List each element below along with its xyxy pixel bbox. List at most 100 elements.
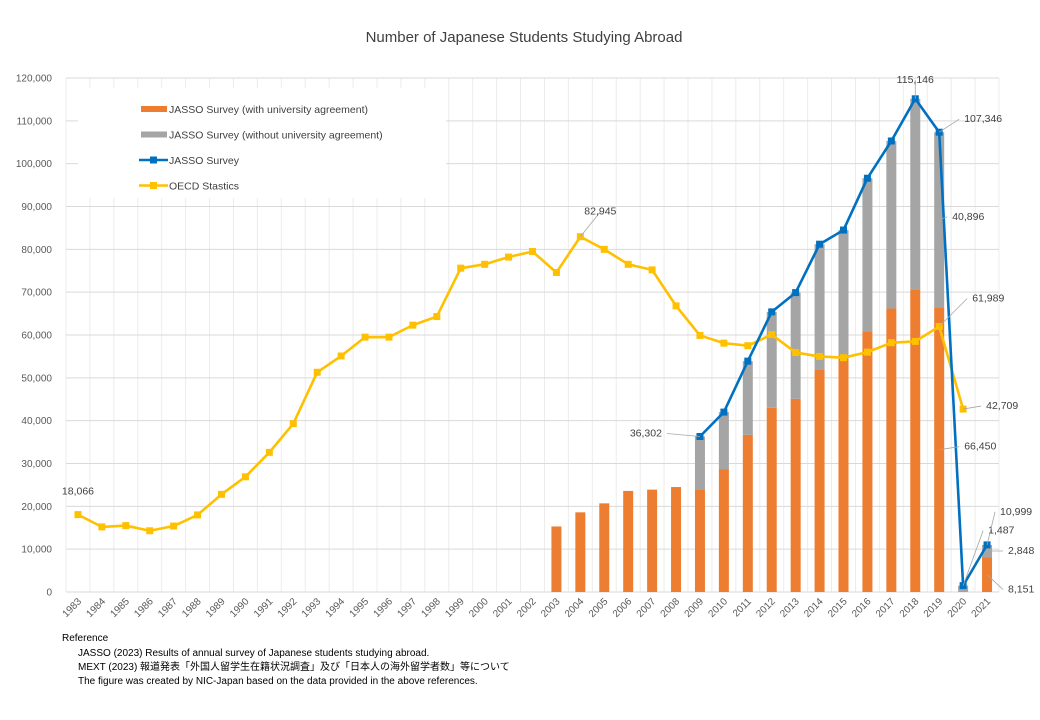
x-tick-label: 2011	[731, 596, 754, 619]
legend-swatch	[141, 106, 167, 112]
data-point-marker	[863, 174, 871, 182]
legend-marker	[150, 156, 157, 164]
data-point-marker	[696, 331, 704, 339]
bar-with-agreement	[694, 489, 705, 592]
data-point-marker	[887, 137, 895, 145]
bar-with-agreement	[910, 289, 921, 592]
leader-line	[938, 298, 968, 327]
data-point-marker	[241, 473, 249, 481]
data-label: 1,487	[988, 525, 1014, 537]
x-tick-label: 1992	[276, 596, 300, 620]
y-tick-label: 60,000	[21, 331, 52, 342]
x-tick-label: 2002	[515, 596, 539, 620]
data-point-marker	[218, 490, 225, 498]
legend: JASSO Survey (with university agreement)…	[78, 88, 446, 198]
data-label: 42,709	[986, 400, 1018, 412]
leader-line	[580, 211, 601, 237]
data-point-marker	[600, 245, 608, 253]
reference: Reference JASSO (2023) Results of annual…	[62, 633, 510, 687]
y-tick-label: 10,000	[21, 545, 52, 556]
bar-with-agreement	[886, 308, 897, 592]
x-tick-label: 1990	[228, 596, 252, 620]
x-tick-label: 1985	[108, 596, 132, 620]
x-tick-label: 2016	[850, 596, 874, 620]
legend-marker	[150, 182, 157, 189]
data-point-marker	[194, 511, 202, 519]
data-point-marker	[552, 268, 560, 276]
bar-with-agreement	[862, 331, 873, 592]
data-label: 18,066	[62, 486, 94, 498]
x-tick-label: 1983	[61, 596, 85, 620]
y-tick-label: 20,000	[21, 502, 52, 513]
y-tick-label: 40,000	[21, 416, 52, 427]
data-point-marker	[768, 331, 776, 339]
data-point-marker	[337, 352, 345, 360]
legend-swatch	[141, 131, 167, 138]
data-point-marker	[840, 354, 847, 362]
bar-with-agreement	[814, 369, 825, 592]
x-tick-label: 2010	[706, 596, 730, 620]
y-tick-label: 100,000	[16, 159, 53, 170]
x-tick-label: 2006	[611, 596, 635, 620]
data-label: 40,896	[952, 211, 984, 223]
data-labels: 18,066 82,945 36,302 115,146 107,346 40,896 61…	[62, 74, 1035, 596]
y-tick-label: 90,000	[21, 202, 52, 213]
x-tick-label: 2021	[970, 596, 994, 620]
x-tick-label: 2013	[778, 596, 802, 620]
x-tick-label: 1987	[156, 596, 180, 620]
data-point-marker	[816, 240, 824, 248]
data-point-marker	[863, 348, 871, 356]
data-point-marker	[505, 253, 513, 261]
data-point-marker	[768, 308, 776, 316]
data-label: 107,346	[964, 113, 1002, 125]
x-tick-label: 1989	[204, 596, 228, 620]
data-point-marker	[313, 368, 321, 376]
data-point-marker	[744, 357, 752, 365]
x-tick-label: 2000	[467, 596, 491, 620]
bar-with-agreement	[790, 398, 801, 592]
x-tick-label: 2009	[683, 596, 707, 620]
bar-with-agreement	[718, 469, 729, 592]
x-tick-label: 2014	[802, 596, 826, 620]
y-axis: 0 10,000 20,000 30,000 40,000 50,000 60,000 70,…	[16, 74, 53, 599]
data-point-marker	[457, 264, 465, 272]
leader-line	[986, 574, 1004, 590]
x-tick-label: 1986	[132, 596, 156, 620]
data-point-marker	[98, 523, 106, 531]
reference-line: The figure was created by NIC-Japan base…	[78, 676, 478, 687]
y-tick-label: 30,000	[21, 459, 52, 470]
data-label: 115,146	[897, 74, 934, 86]
x-tick-label: 2017	[874, 596, 898, 620]
reference-line: MEXT (2023) 報道発表「外国人留学生在籍状況調査」及び「日本人の海外留…	[78, 660, 510, 673]
leader-line	[666, 433, 700, 437]
data-point-marker	[361, 333, 369, 341]
bar-without-agreement	[718, 412, 729, 470]
data-point-marker	[289, 420, 297, 428]
x-tick-label: 1994	[324, 596, 348, 620]
data-label: 61,989	[972, 292, 1004, 304]
leader-line	[986, 511, 996, 545]
data-point-marker	[792, 289, 800, 297]
data-point-marker	[840, 226, 847, 234]
data-label: 8,151	[1008, 584, 1034, 596]
bar-with-agreement	[742, 434, 753, 592]
leader-line	[939, 216, 948, 221]
chart-title: Number of Japanese Students Studying Abr…	[366, 29, 683, 46]
y-tick-label: 110,000	[17, 116, 53, 127]
leader-line	[962, 530, 984, 586]
x-tick-label: 1984	[84, 596, 108, 620]
x-axis: 1983 1984 1985 1986 1987 1988 1989 1990 1991 1992…	[61, 596, 994, 620]
x-tick-label: 1988	[180, 596, 204, 620]
y-tick-label: 0	[46, 588, 52, 599]
data-point-marker	[146, 527, 154, 535]
bar-with-agreement	[671, 487, 682, 592]
leader-line	[938, 118, 960, 133]
bar-with-agreement	[766, 407, 777, 592]
data-label: 2,848	[1008, 545, 1034, 557]
data-label: 10,999	[1000, 506, 1032, 518]
bar-with-agreement	[623, 490, 634, 592]
bar-without-agreement	[742, 361, 753, 435]
data-point-marker	[170, 522, 178, 530]
data-point-marker	[672, 302, 680, 310]
x-tick-label: 2008	[659, 596, 683, 620]
